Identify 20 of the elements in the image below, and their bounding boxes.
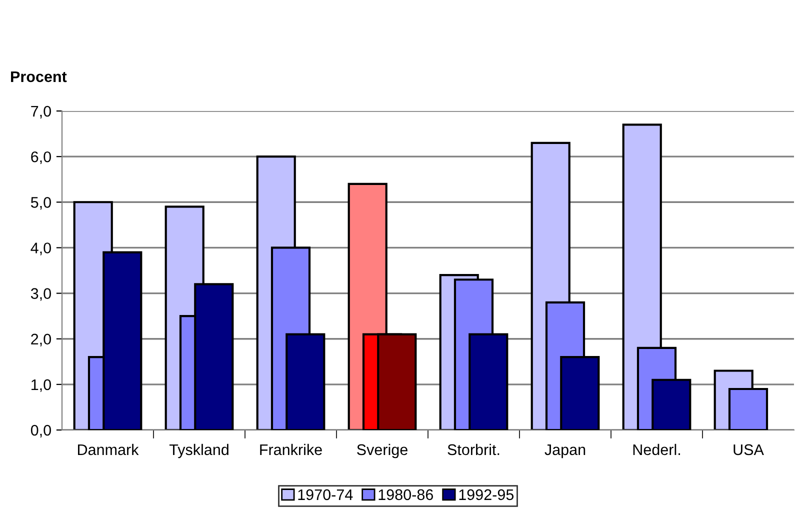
y-tick-label: 0,0 — [30, 424, 51, 438]
x-tick-label: USA — [734, 444, 764, 456]
x-tick-label: Danmark — [78, 444, 139, 456]
y-axis-title: Procent — [11, 71, 67, 82]
y-tick-label: 7,0 — [31, 106, 51, 118]
y-tick-label: 1,0 — [32, 379, 51, 392]
y-tick-label: 4,0 — [30, 242, 51, 256]
x-tick-label: Nederl. — [633, 444, 680, 456]
legend-label: 1980-86 — [378, 489, 434, 500]
x-tick-label: Japan — [544, 444, 586, 458]
y-tick-label: 6,0 — [31, 151, 51, 164]
legend-label: 1970-74 — [298, 489, 353, 500]
legend-label: 1992-95 — [459, 489, 514, 500]
x-tick-label: Frankrike — [260, 444, 322, 456]
x-tick-label: Sverige — [357, 444, 408, 458]
y-tick-label: 3,0 — [30, 288, 51, 301]
x-tick-label: Storbrit. — [448, 444, 500, 456]
y-tick-label: 5,0 — [30, 197, 51, 210]
y-tick-label: 2,0 — [31, 334, 51, 346]
x-tick-label: Tyskland — [169, 444, 228, 458]
